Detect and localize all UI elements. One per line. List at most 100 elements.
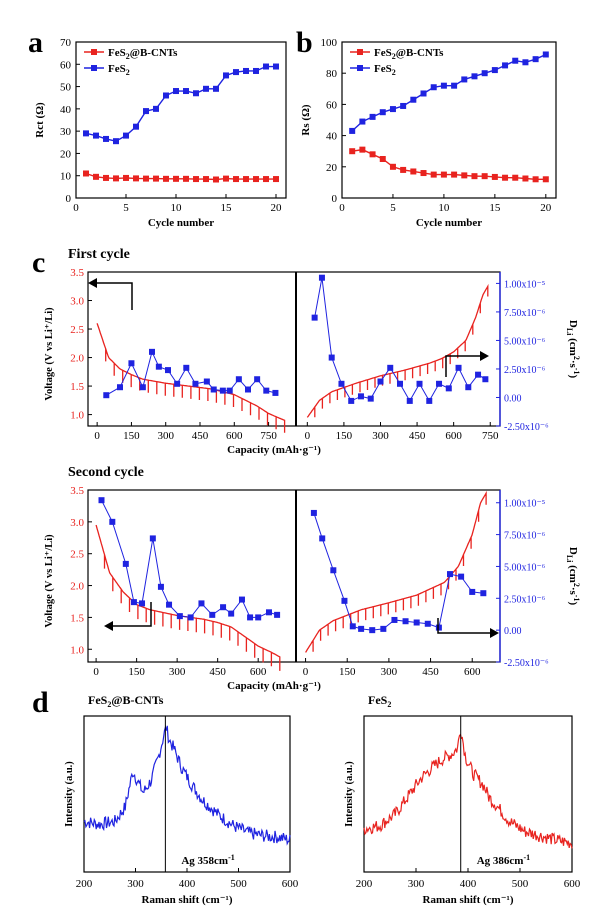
x-axis-label: Capacity (mAh·g⁻¹) xyxy=(227,444,321,456)
data-point xyxy=(163,175,169,182)
diffusivity-point xyxy=(328,354,335,361)
x-tick-label: 0 xyxy=(303,666,309,678)
x-tick-label: 10 xyxy=(438,202,450,214)
raman-spectrum-2 xyxy=(363,733,573,849)
peak-annotation-2: Ag 386cm-1 xyxy=(477,853,530,867)
data-point xyxy=(153,105,159,112)
diffusivity-point xyxy=(165,367,171,374)
x-tick-label: 0 xyxy=(305,430,311,442)
diffusivity-point xyxy=(209,611,216,618)
diffusivity-point xyxy=(174,380,181,387)
data-point xyxy=(243,176,249,183)
x-tick-label: 300 xyxy=(127,878,144,890)
data-point xyxy=(522,175,529,182)
diffusivity-point xyxy=(436,380,443,387)
y2-tick-label: 1.00x10⁻⁵ xyxy=(504,499,545,510)
legend-label: FeS2@B-CNTs xyxy=(374,47,444,61)
data-point xyxy=(133,123,139,130)
diffusivity-point xyxy=(435,624,442,631)
diffusivity-point xyxy=(338,380,345,387)
y-tick-label: 20 xyxy=(60,148,72,160)
y-tick-label: 50 xyxy=(60,82,72,94)
y-tick-label: 60 xyxy=(60,59,72,71)
data-point xyxy=(440,82,447,89)
data-point xyxy=(183,88,189,95)
legend-label: FeS2 xyxy=(374,63,396,77)
diffusivity-point xyxy=(380,625,387,632)
data-point xyxy=(263,63,269,70)
peak-annotation-1: Ag 358cm-1 xyxy=(181,853,234,867)
data-point xyxy=(532,176,539,183)
y2-axis-label: DLi (cm2·s-1) xyxy=(565,320,581,379)
diffusivity-point xyxy=(265,609,272,616)
data-point xyxy=(481,173,488,180)
arrow-right-c1-head xyxy=(480,351,489,361)
diffusivity-point xyxy=(367,395,374,402)
y-tick-label: 40 xyxy=(60,104,72,116)
data-point xyxy=(400,166,407,173)
data-point xyxy=(113,138,119,145)
x-tick-label: 150 xyxy=(123,430,140,442)
y2-tick-label: 5.00x10⁻⁶ xyxy=(504,562,546,573)
raman-spectrum-1 xyxy=(83,724,291,846)
x-tick-label: 600 xyxy=(445,430,462,442)
data-point xyxy=(430,84,437,91)
data-point xyxy=(193,176,199,183)
diffusivity-point xyxy=(103,392,110,399)
y-tick-label: 0 xyxy=(66,193,72,205)
data-point xyxy=(83,170,89,177)
y2-tick-label: 2.50x10⁻⁶ xyxy=(504,365,546,376)
diffusivity-point xyxy=(482,376,489,383)
diffusivity-point xyxy=(192,380,199,387)
diffusivity-point xyxy=(155,363,162,370)
diffusivity-point xyxy=(139,600,146,607)
y-tick-label: 3.0 xyxy=(70,296,84,308)
diffusivity-point xyxy=(210,386,217,393)
data-point xyxy=(389,163,396,170)
x-tick-label: 0 xyxy=(339,202,345,214)
data-point xyxy=(491,173,498,180)
data-point xyxy=(183,175,189,182)
x-tick-label: 500 xyxy=(512,878,529,890)
diffusivity-point xyxy=(310,509,317,516)
diffusivity-point xyxy=(358,625,365,632)
data-point xyxy=(389,106,396,113)
data-point xyxy=(471,173,478,180)
diffusivity-point xyxy=(98,497,105,504)
data-point xyxy=(223,175,229,182)
data-point xyxy=(451,82,458,89)
y-axis-label: Intensity (a.u.) xyxy=(344,761,355,827)
diffusivity-point xyxy=(247,614,254,621)
data-point xyxy=(481,70,488,77)
data-point xyxy=(522,59,529,66)
x-tick-label: 750 xyxy=(482,430,499,442)
diffusivity-point xyxy=(341,597,348,604)
diffusivity-point xyxy=(397,380,403,387)
y-tick-label: 1.5 xyxy=(70,612,84,624)
data-point xyxy=(83,130,89,137)
y2-tick-label: -2.50x10⁻⁶ xyxy=(504,658,549,669)
diffusivity-point xyxy=(424,620,431,627)
data-point xyxy=(430,171,437,178)
data-point xyxy=(123,132,129,139)
arrow-right-c1 xyxy=(445,355,480,377)
charge-diffusivity-line xyxy=(313,512,484,631)
legend-marker xyxy=(357,49,363,55)
data-point xyxy=(542,176,549,183)
data-point xyxy=(223,72,229,79)
arrow-left-c1-head xyxy=(88,278,97,288)
data-point xyxy=(133,175,139,182)
x-tick-label: 450 xyxy=(192,430,209,442)
data-point xyxy=(359,118,366,125)
diffusivity-point xyxy=(130,599,137,606)
x-axis-label: Capacity (mAh·g⁻¹) xyxy=(227,680,321,692)
diffusivity-point xyxy=(469,588,476,595)
y-tick-label: 1.5 xyxy=(70,381,84,393)
data-point xyxy=(512,174,519,181)
y-axis-label: Intensity (a.u.) xyxy=(64,761,75,827)
x-tick-label: 300 xyxy=(408,878,425,890)
cycle-title-2: Second cycle xyxy=(68,465,144,480)
y-tick-label: 40 xyxy=(326,131,338,143)
diffusivity-point xyxy=(369,627,376,634)
x-tick-label: 0 xyxy=(94,430,100,442)
